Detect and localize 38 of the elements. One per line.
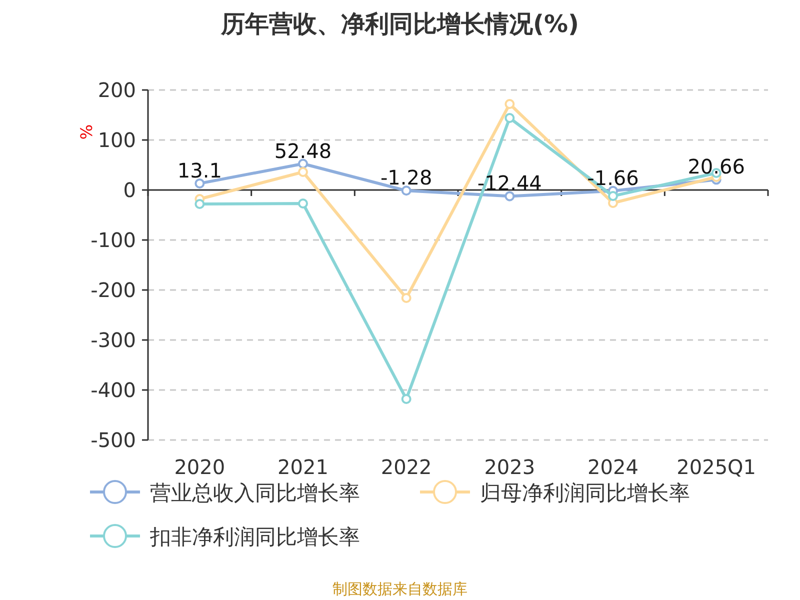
point [504, 113, 515, 123]
data-label: -1.28 [380, 166, 432, 190]
point [401, 293, 412, 303]
legend-label: 扣非净利润同比增长率 [149, 525, 360, 549]
legend-label: 归母净利润同比增长率 [480, 481, 690, 505]
point [504, 191, 515, 202]
y-tick-label: -200 [90, 278, 136, 302]
x-tick-label: 2020 [174, 455, 226, 479]
legend-label: 营业总收入同比增长率 [150, 481, 360, 505]
point [401, 186, 412, 196]
chart-title: 历年营收、净利同比增长情况(%) [220, 10, 579, 38]
point [298, 198, 308, 208]
point [298, 167, 308, 177]
y-tick-label: 200 [98, 78, 136, 102]
point [401, 394, 412, 404]
y-axis-title: % [77, 124, 96, 140]
x-tick-label: 2021 [278, 455, 328, 479]
y-tick-label: -300 [90, 328, 136, 352]
data-label: -12.44 [477, 171, 542, 196]
data-label: 52.48 [274, 138, 332, 163]
x-tick-label: 2025Q1 [676, 455, 756, 479]
y-tick-label: -100 [90, 228, 136, 252]
point [194, 199, 205, 209]
y-tick-label: -500 [90, 428, 136, 452]
y-tick-label: 0 [123, 178, 136, 202]
x-tick-label: 2022 [380, 455, 432, 479]
point [504, 99, 515, 109]
point [194, 178, 205, 188]
data-label: 13.1 [177, 158, 222, 182]
y-tick-label: -400 [90, 378, 136, 402]
text: 制图数据来自数据库 [332, 580, 468, 598]
point [608, 191, 618, 201]
data-label: 20.66 [688, 154, 745, 179]
x-tick-label: 2023 [484, 455, 536, 479]
data-label: -1.66 [587, 166, 639, 190]
x-tick-label: 2024 [588, 455, 638, 479]
y-tick-label: 100 [98, 128, 136, 152]
point [298, 158, 308, 169]
